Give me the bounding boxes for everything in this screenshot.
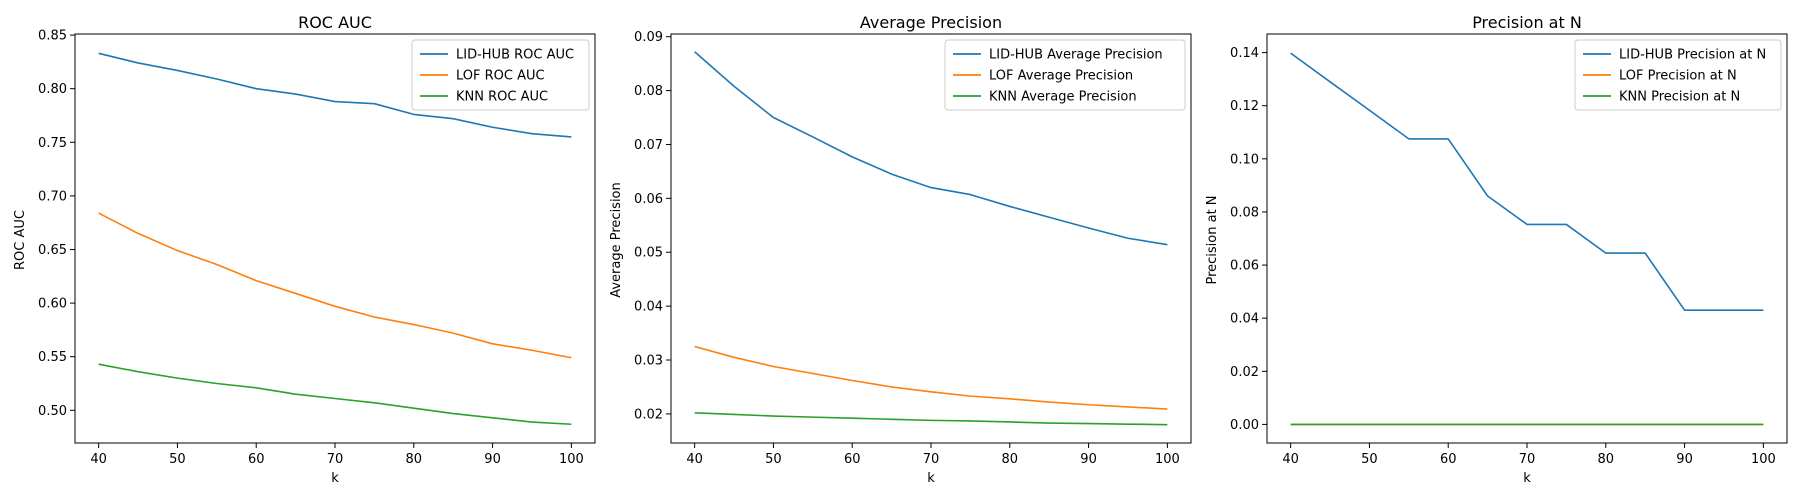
- series-line-2: [98, 363, 572, 426]
- x-tick-label: 90: [484, 452, 501, 467]
- series-line-0: [98, 52, 572, 138]
- y-tick-label: 0.10: [1230, 152, 1259, 167]
- y-tick-label: 0.02: [634, 407, 663, 422]
- y-tick-label: 0.08: [634, 84, 663, 99]
- y-tick-label: 0.85: [38, 29, 67, 44]
- panel-average-precision: Average Precision k Average Precision 40…: [609, 13, 1192, 486]
- x-tick-label: 80: [406, 452, 423, 467]
- x-tick-label: 80: [1598, 452, 1615, 467]
- x-tick-label: 60: [844, 452, 861, 467]
- x-tick-label: 100: [1751, 452, 1776, 467]
- x-tick-label: 70: [923, 452, 940, 467]
- y-axis-label: Precision at N: [1205, 195, 1220, 284]
- y-tick-label: 0.80: [38, 82, 67, 97]
- y-tick-label: 0.05: [634, 246, 663, 261]
- x-tick-label: 90: [1080, 452, 1097, 467]
- panel-precision-at-n: Precision at N k Precision at N 40 50 60 70…: [1205, 13, 1788, 486]
- legend-label: KNN ROC AUC: [456, 90, 548, 105]
- legend-label: LOF ROC AUC: [456, 69, 545, 84]
- legend-frame: [411, 39, 590, 111]
- legend-label: LID-HUB ROC AUC: [456, 48, 574, 63]
- y-tick-label: 0.07: [634, 138, 663, 153]
- y-tick-label: 0.75: [38, 136, 67, 151]
- x-tick-label: 40: [90, 452, 107, 467]
- series-line-1: [694, 345, 1168, 410]
- x-tick-label: 50: [1361, 452, 1378, 467]
- series-line-1: [98, 212, 572, 359]
- y-tick-label: 0.08: [1230, 205, 1259, 220]
- x-tick-label: 90: [1676, 452, 1693, 467]
- series-line-0: [694, 51, 1168, 246]
- legend-frame: [1574, 39, 1782, 111]
- y-tick-label: 0.06: [1230, 259, 1259, 274]
- x-tick-label: 50: [765, 452, 782, 467]
- y-tick-label: 0.55: [38, 350, 67, 365]
- y-tick-label: 0.00: [1230, 418, 1259, 433]
- legend: LID-HUB Average Precision LOF Average Pre…: [944, 39, 1186, 111]
- x-axis-label: k: [331, 471, 339, 486]
- legend-label: LID-HUB Precision at N: [1619, 48, 1766, 63]
- legend-label: KNN Average Precision: [989, 90, 1137, 105]
- legend-label: LOF Average Precision: [989, 69, 1133, 84]
- y-axis-label: Average Precision: [609, 182, 624, 298]
- x-tick-label: 70: [1519, 452, 1536, 467]
- x-tick-label: 100: [1155, 452, 1180, 467]
- x-tick-label: 40: [686, 452, 703, 467]
- x-tick-label: 70: [327, 452, 344, 467]
- panel-roc-auc: ROC AUC k ROC AUC 40 50 60 70 80 90 100 0.50 0.5…: [13, 13, 596, 486]
- y-tick-label: 0.60: [38, 297, 67, 312]
- x-tick-label: 40: [1282, 452, 1299, 467]
- x-tick-label: 60: [248, 452, 265, 467]
- y-tick-label: 0.03: [634, 354, 663, 369]
- panel-title: Average Precision: [860, 13, 1002, 32]
- legend-frame: [944, 39, 1186, 111]
- y-tick-label: 0.02: [1230, 365, 1259, 380]
- y-tick-label: 0.70: [38, 189, 67, 204]
- panel-title: Precision at N: [1472, 13, 1582, 32]
- y-axis-label: ROC AUC: [13, 210, 28, 270]
- x-axis-label: k: [927, 471, 935, 486]
- legend: LID-HUB Precision at N LOF Precision at N…: [1574, 39, 1782, 111]
- x-axis-label: k: [1523, 471, 1531, 486]
- legend: LID-HUB ROC AUC LOF ROC AUC KNN ROC AUC: [411, 39, 590, 111]
- x-tick-label: 50: [169, 452, 186, 467]
- series-line-2: [694, 412, 1168, 426]
- series-line-0: [1290, 52, 1764, 312]
- y-tick-label: 0.50: [38, 404, 67, 419]
- x-tick-label: 60: [1440, 452, 1457, 467]
- x-tick-label: 100: [559, 452, 584, 467]
- y-tick-label: 0.06: [634, 192, 663, 207]
- x-tick-label: 80: [1002, 452, 1019, 467]
- y-tick-label: 0.14: [1230, 46, 1259, 61]
- y-tick-label: 0.04: [1230, 312, 1259, 327]
- panel-title: ROC AUC: [298, 13, 372, 32]
- y-tick-label: 0.12: [1230, 99, 1259, 114]
- y-tick-label: 0.04: [634, 300, 663, 315]
- legend-label: LOF Precision at N: [1619, 69, 1737, 84]
- legend-label: KNN Precision at N: [1619, 90, 1740, 105]
- y-tick-label: 0.65: [38, 243, 67, 258]
- legend-label: LID-HUB Average Precision: [989, 48, 1163, 63]
- y-tick-label: 0.09: [634, 30, 663, 45]
